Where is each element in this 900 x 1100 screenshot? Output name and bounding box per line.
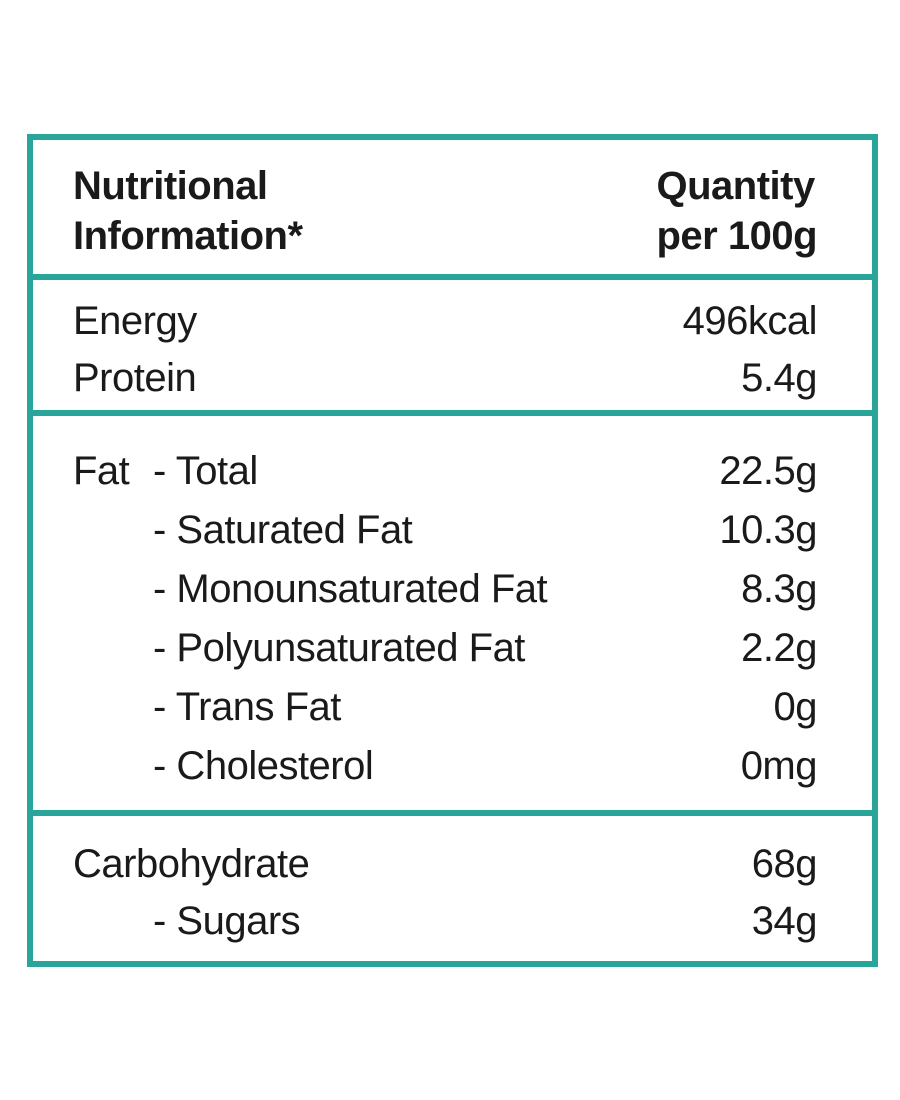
row-trans-fat: - Trans Fat 0g (73, 682, 817, 732)
row-saturated-fat: - Saturated Fat 10.3g (73, 505, 817, 555)
row-label: - Total (153, 449, 258, 493)
row-label: Energy (73, 299, 197, 343)
row-value: 22.5g (719, 449, 817, 493)
row-monounsaturated-fat: - Monounsaturated Fat 8.3g (73, 564, 817, 614)
row-value: 8.3g (741, 567, 817, 611)
row-value: 2.2g (741, 626, 817, 670)
row-value: 68g (751, 842, 818, 886)
row-label: - Trans Fat (153, 685, 341, 729)
row-label: - Polyunsaturated Fat (153, 626, 525, 670)
header-quantity-line1: Quantity (656, 164, 815, 208)
header-title-line2: Information* (73, 214, 303, 258)
row-fat-total: Fat - Total 22.5g (73, 446, 817, 496)
row-value: 0g (773, 685, 818, 729)
row-protein: Protein 5.4g (73, 353, 817, 403)
row-value: 34g (751, 899, 818, 943)
row-value: 0mg (740, 744, 818, 788)
row-label: Carbohydrate (73, 842, 310, 886)
row-value: 5.4g (741, 356, 817, 400)
row-energy: Energy 496kcal (73, 296, 818, 346)
row-sugars: - Sugars 34g (73, 896, 818, 946)
row-label: - Saturated Fat (153, 508, 413, 552)
divider-fat (33, 810, 872, 816)
row-polyunsaturated-fat: - Polyunsaturated Fat 2.2g (73, 623, 817, 673)
row-label: - Cholesterol (153, 744, 374, 788)
row-carbohydrate: Carbohydrate 68g (73, 839, 818, 889)
row-label: - Sugars (153, 899, 301, 943)
header-quantity-line2: per 100g (656, 214, 817, 258)
row-label: - Monounsaturated Fat (153, 567, 548, 611)
divider-energy (33, 410, 872, 416)
row-value: 496kcal (682, 299, 818, 343)
fat-prefix: Fat (73, 449, 130, 493)
row-label: Protein (73, 356, 197, 400)
divider-header (33, 274, 872, 280)
table-header-title: Nutritional Information* (73, 161, 303, 261)
nutrition-table: Nutritional Information* Quantity per 10… (27, 134, 878, 967)
row-value: 10.3g (719, 508, 817, 552)
header-title-line1: Nutritional (73, 164, 268, 208)
table-header-quantity: Quantity per 100g (656, 161, 817, 261)
row-cholesterol: - Cholesterol 0mg (73, 741, 818, 791)
